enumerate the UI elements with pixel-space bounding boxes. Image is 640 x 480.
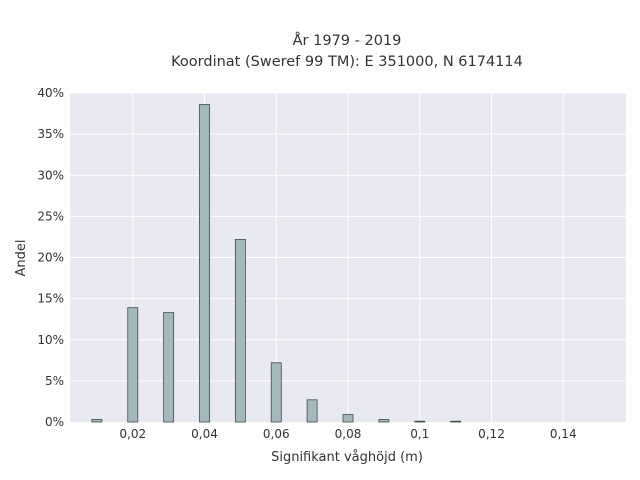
histogram-bar <box>91 419 103 423</box>
histogram-bar <box>414 420 426 423</box>
y-axis-title: Andel <box>14 240 29 277</box>
x-tick-label: 0,04 <box>191 427 218 441</box>
x-axis-ticks: 0,02 0,04 0,06 0,08 0,1 0,12 0,14 <box>119 427 576 441</box>
histogram-bar <box>306 399 318 423</box>
y-tick-label: 10% <box>37 333 64 347</box>
x-tick-label: 0,06 <box>263 427 290 441</box>
histogram-bar <box>163 312 175 423</box>
x-axis-title: Signifikant våghöjd (m) <box>271 450 423 465</box>
y-tick-label: 5% <box>45 374 64 388</box>
histogram-bar <box>270 362 282 423</box>
histogram-bar <box>342 414 354 423</box>
histogram-bar <box>127 307 139 423</box>
histogram-bar <box>199 104 210 423</box>
histogram-bar <box>234 239 246 423</box>
histogram-bar <box>450 420 462 423</box>
x-tick-label: 0,14 <box>550 427 577 441</box>
y-tick-label: 20% <box>37 251 64 265</box>
y-axis-ticks: 0% 5% 10% 15% 20% 25% 30% 35% 40% <box>37 86 64 429</box>
histogram-bars <box>91 104 462 423</box>
chart-title-line-2: Koordinat (Sweref 99 TM): E 351000, N 61… <box>171 54 523 70</box>
y-tick-label: 25% <box>37 209 64 223</box>
chart-title-line-1: År 1979 - 2019 <box>293 32 402 49</box>
x-tick-label: 0,08 <box>335 427 362 441</box>
y-tick-label: 15% <box>37 292 64 306</box>
y-tick-label: 35% <box>37 127 64 141</box>
x-tick-label: 0,1 <box>410 427 429 441</box>
y-tick-label: 30% <box>37 168 64 182</box>
y-tick-label: 0% <box>45 415 64 429</box>
x-tick-label: 0,02 <box>119 427 146 441</box>
y-tick-label: 40% <box>37 86 64 100</box>
histogram-bar <box>378 419 390 423</box>
x-tick-label: 0,12 <box>478 427 505 441</box>
